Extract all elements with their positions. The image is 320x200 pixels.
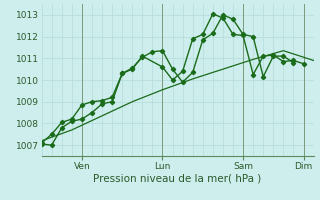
- X-axis label: Pression niveau de la mer( hPa ): Pression niveau de la mer( hPa ): [93, 173, 262, 183]
